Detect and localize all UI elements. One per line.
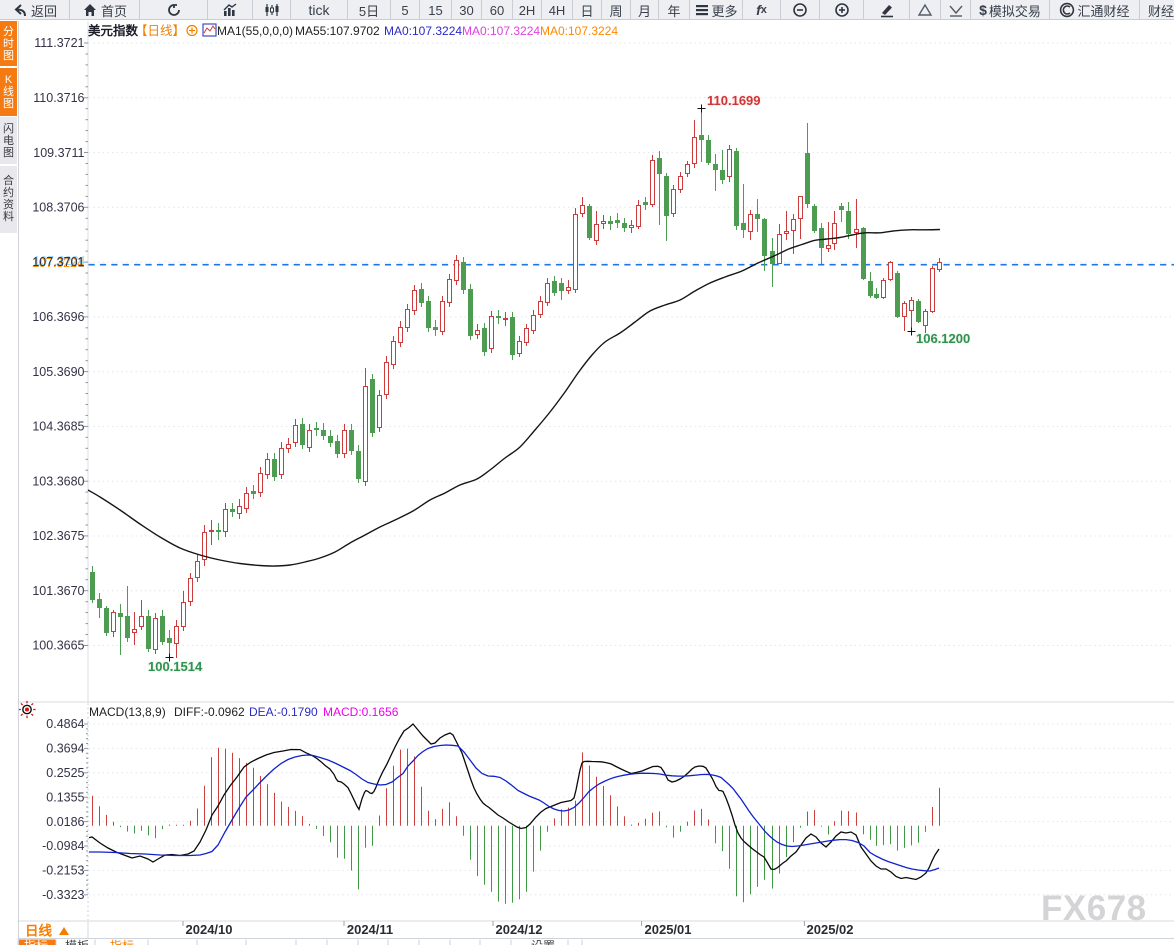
svg-text:2025/02: 2025/02 (807, 922, 854, 937)
svg-text:美元指数: 美元指数 (88, 23, 139, 38)
svg-text:2024/10: 2024/10 (186, 922, 233, 937)
svg-text:108.3706: 108.3706 (32, 201, 84, 215)
svg-text:107.3224: 107.3224 (33, 254, 85, 268)
svg-text:103.3680: 103.3680 (32, 474, 84, 488)
svg-text:0.4864: 0.4864 (46, 717, 84, 731)
svg-text:日线: 日线 (25, 923, 52, 939)
svg-text:【日线】: 【日线】 (135, 24, 185, 38)
svg-text:模板: 模板 (65, 939, 89, 945)
svg-text:2024/11: 2024/11 (347, 922, 393, 937)
svg-text:MA0:107.3224: MA0:107.3224 (462, 24, 540, 38)
svg-text:106.3696: 106.3696 (32, 310, 84, 324)
svg-text:110.3716: 110.3716 (33, 91, 84, 105)
svg-text:104.3685: 104.3685 (32, 420, 84, 434)
svg-text:100.3665: 100.3665 (32, 639, 84, 653)
svg-text:指标: 指标 (110, 938, 134, 945)
svg-text:MACD(13,8,9): MACD(13,8,9) (89, 705, 166, 719)
svg-text:2024/12: 2024/12 (496, 922, 543, 937)
svg-text:设置: 设置 (531, 939, 555, 945)
svg-text:0.1355: 0.1355 (46, 790, 84, 804)
svg-text:DIFF:-0.0962: DIFF:-0.0962 (174, 705, 245, 719)
svg-text:FX678: FX678 (1041, 889, 1147, 928)
svg-text:DEA:-0.1790: DEA:-0.1790 (249, 705, 318, 719)
svg-text:MA55:107.9702: MA55:107.9702 (295, 24, 380, 38)
svg-text:106.1200: 106.1200 (916, 331, 970, 346)
svg-text:-0.0984: -0.0984 (42, 839, 84, 853)
svg-text:指标: 指标 (24, 938, 48, 945)
svg-text:MA0:107.3224: MA0:107.3224 (384, 24, 462, 38)
svg-text:107.3701: 107.3701 (32, 255, 84, 269)
svg-text:101.3670: 101.3670 (32, 584, 84, 598)
svg-text:0.3694: 0.3694 (46, 742, 84, 756)
svg-text:0.0186: 0.0186 (46, 815, 84, 829)
svg-text:111.3721: 111.3721 (34, 36, 84, 50)
svg-text:-0.3323: -0.3323 (42, 888, 84, 902)
svg-text:110.1699: 110.1699 (707, 93, 761, 108)
svg-text:MA0:107.3224: MA0:107.3224 (540, 24, 618, 38)
svg-text:107.3701: 107.3701 (32, 255, 84, 269)
svg-text:105.3690: 105.3690 (32, 365, 84, 379)
svg-text:-0.2153: -0.2153 (42, 864, 84, 878)
svg-text:MA1(55,0,0,0): MA1(55,0,0,0) (217, 24, 293, 38)
svg-text:100.1514: 100.1514 (148, 659, 203, 674)
svg-text:109.3711: 109.3711 (33, 146, 84, 160)
svg-text:2025/01: 2025/01 (645, 922, 692, 937)
svg-text:102.3675: 102.3675 (32, 529, 84, 543)
svg-text:107.3224: 107.3224 (32, 256, 84, 270)
svg-text:0.2525: 0.2525 (46, 766, 84, 780)
svg-text:MACD:0.1656: MACD:0.1656 (323, 705, 399, 719)
